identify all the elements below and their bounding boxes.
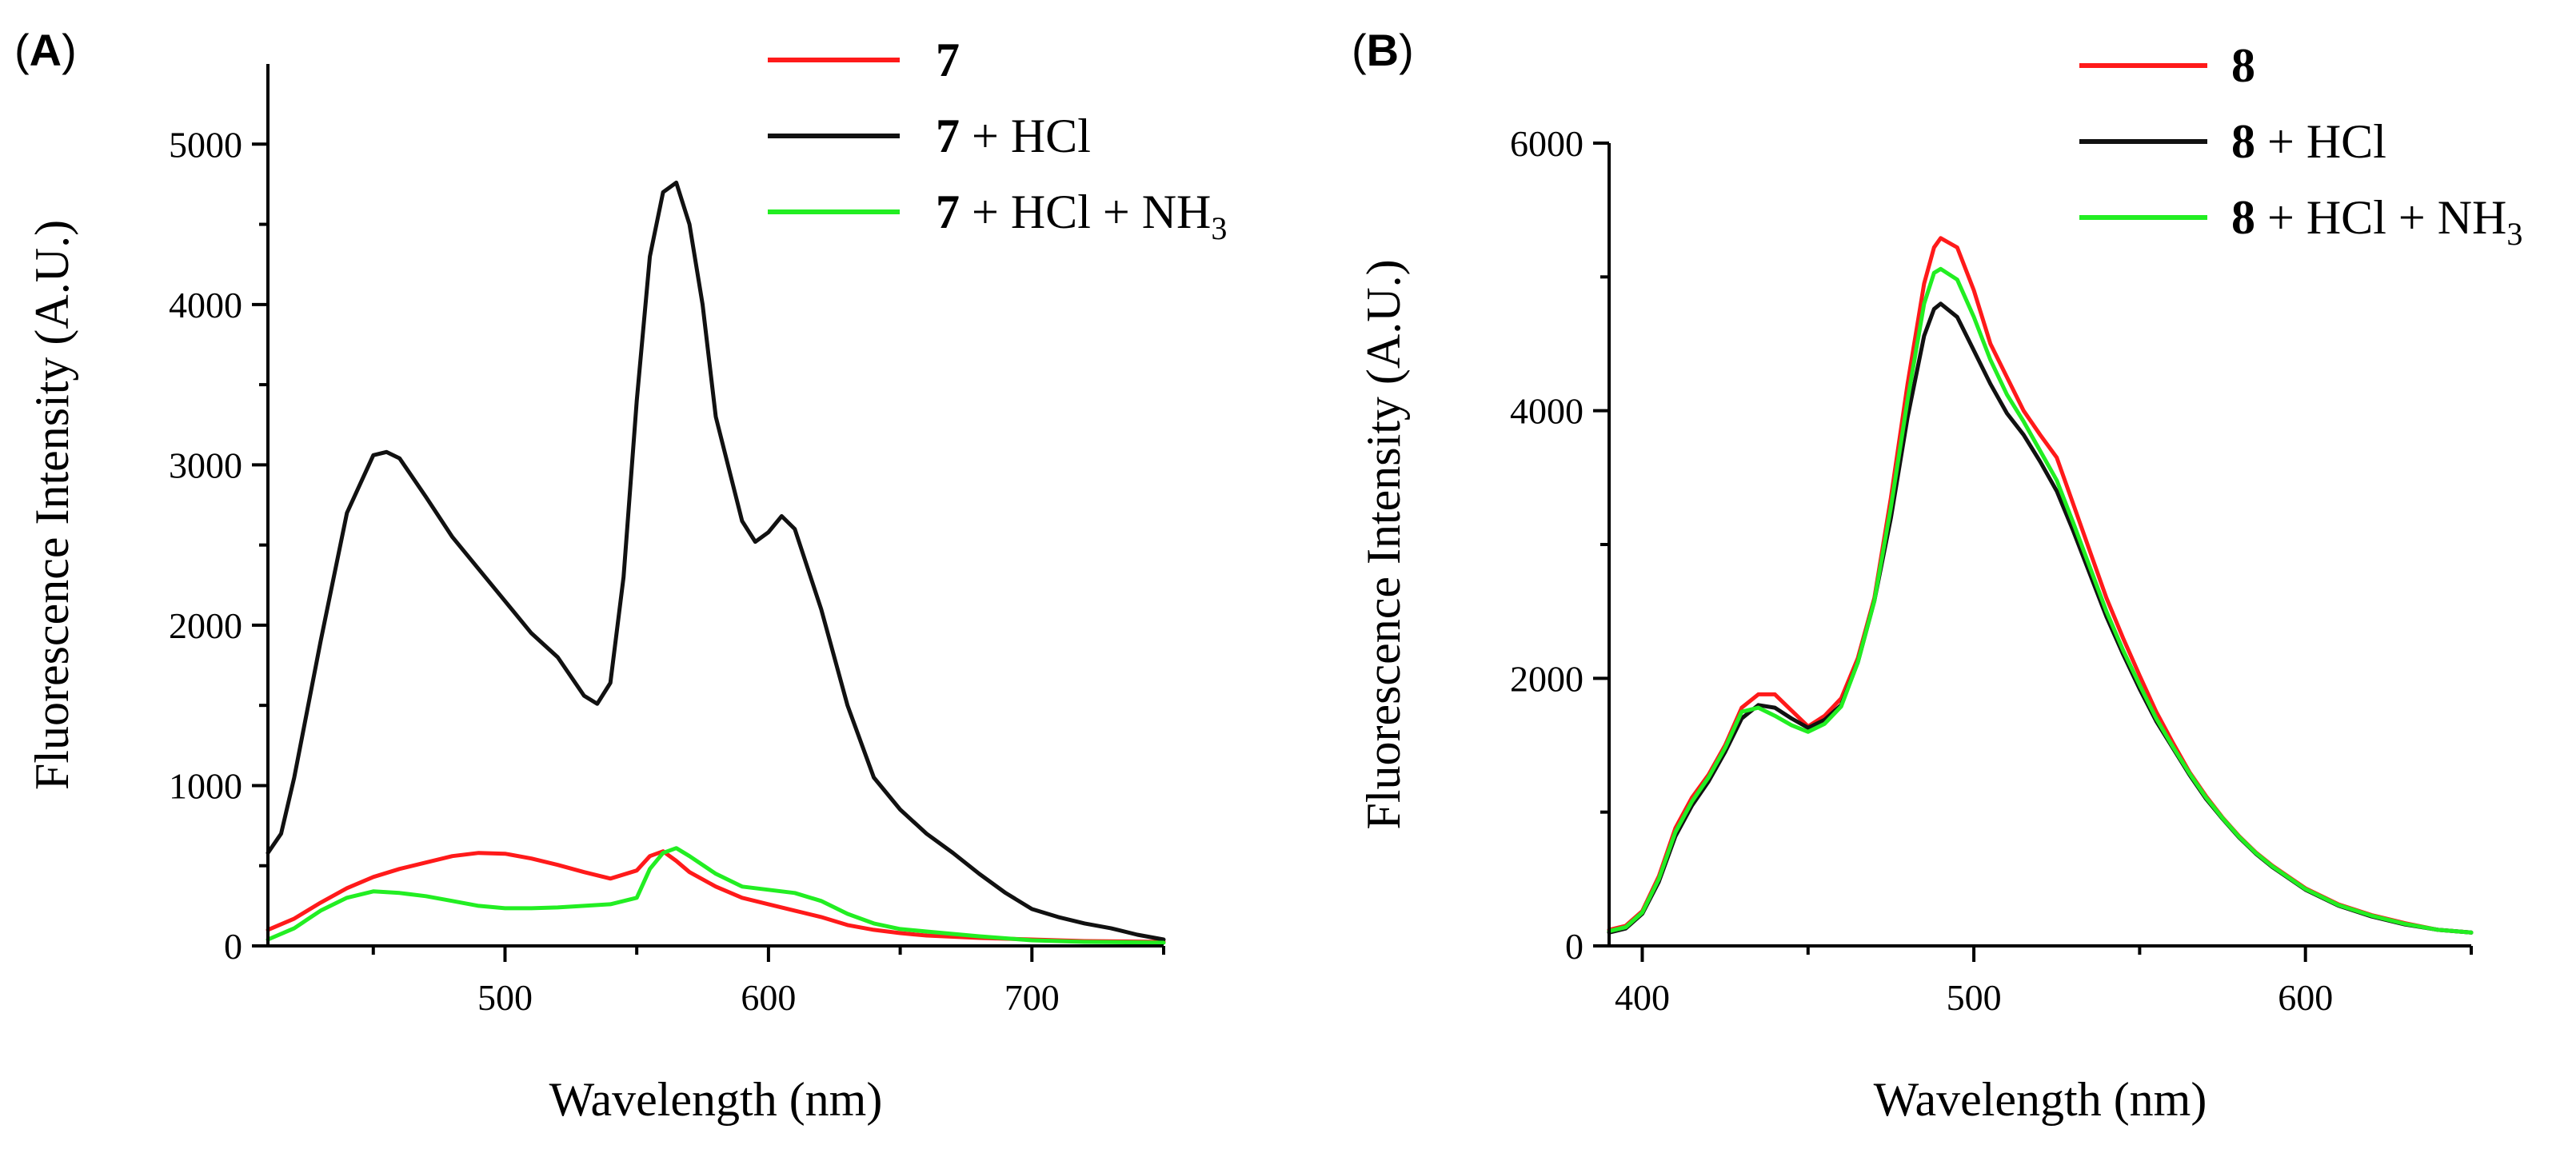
legend-label-1: 8 + HCl <box>2231 115 2386 168</box>
series-line-2 <box>1607 266 2474 935</box>
x-axis-title: Wavelength (nm) <box>1874 1073 2207 1126</box>
x-tick-label: 500 <box>477 977 533 1018</box>
legend-label-0: 7 <box>936 34 960 86</box>
y-tick-label: 4000 <box>1510 391 1584 432</box>
y-tick-label: 1000 <box>169 765 242 806</box>
legend: 8 8 + HCl 8 + HCl + NH3 <box>2079 39 2522 252</box>
series-line-1 <box>266 180 1166 942</box>
series-line-2 <box>266 846 1166 945</box>
y-axis-title: Fluorescence Intensity (A.U.) <box>1357 259 1410 829</box>
series-line-1 <box>1607 301 2474 935</box>
legend-label-2: 7 + HCl + NH3 <box>936 186 1227 246</box>
x-tick-label: 600 <box>741 977 796 1018</box>
series-line-0 <box>1607 236 2474 935</box>
y-tick-label: 0 <box>1565 926 1584 967</box>
series-line-0 <box>266 849 1166 944</box>
y-tick-label: 2000 <box>1510 658 1584 699</box>
y-tick-label: 2000 <box>169 605 242 646</box>
y-tick-label: 6000 <box>1510 123 1584 164</box>
panel-label: (A) <box>14 25 77 75</box>
legend-label-2: 8 + HCl + NH3 <box>2231 191 2522 252</box>
y-tick-label: 3000 <box>169 445 242 485</box>
panel-label: (B) <box>1352 25 1414 75</box>
x-tick-label: 500 <box>1947 977 2002 1018</box>
y-tick-label: 5000 <box>169 124 242 165</box>
y-axis-title: Fluorescence Intensity (A.U.) <box>26 220 78 790</box>
chart-panel-0: (A) 500 600 700 0 1000 2000 3000 4000 5000 Fluores… <box>14 25 1227 1126</box>
y-tick-label: 4000 <box>169 285 242 325</box>
x-tick-label: 600 <box>2278 977 2333 1018</box>
legend-label-0: 8 <box>2231 39 2255 92</box>
x-tick-label: 400 <box>1615 977 1670 1018</box>
legend: 7 7 + HCl 7 + HCl + NH3 <box>768 34 1227 246</box>
y-tick-label: 0 <box>224 926 242 967</box>
x-tick-label: 700 <box>1004 977 1060 1018</box>
legend-label-1: 7 + HCl <box>936 110 1091 162</box>
x-axis-title: Wavelength (nm) <box>549 1073 883 1126</box>
